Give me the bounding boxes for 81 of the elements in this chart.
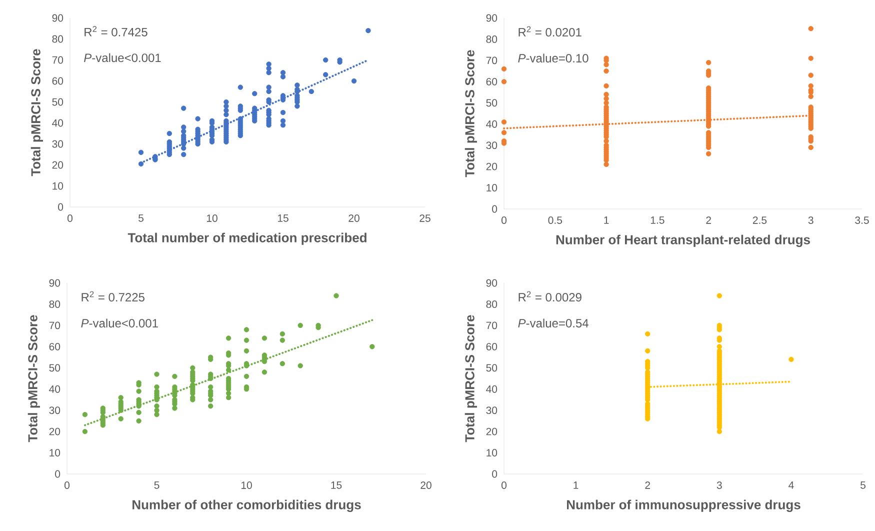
x-tick-label: 3.5 [855,216,869,224]
x-tick-label: 3 [716,482,722,489]
y-tick-label: 50 [486,364,498,372]
annotation: R$^{2}$ = 0.0029 [518,291,582,302]
y-tick-label: 90 [486,279,498,287]
y-tick-label: 0 [55,470,60,478]
y-tick-label: 60 [49,342,60,350]
x-tick-label: 2 [706,216,711,224]
y-tick-label: 80 [49,300,60,308]
x-tick-label: 0 [501,482,507,489]
y-tick-label: 60 [52,77,64,85]
y-tick-label: 0 [492,470,498,478]
x-axis-title: Number of immunosuppressive drugs [567,500,800,512]
y-tick-label: 60 [486,78,498,86]
y-tick-label: 20 [486,428,498,436]
x-tick-label: 3 [808,216,814,224]
annotation: P-value=0.10 [518,54,588,63]
y-tick-label: 80 [486,35,498,43]
y-tick-label: 10 [486,449,498,456]
x-tick-label: 2.5 [752,216,767,224]
y-tick-label: 10 [486,184,498,192]
x-tick-label: 0.5 [548,216,562,224]
y-tick-label: 30 [52,140,64,148]
y-tick-label: 50 [52,98,64,106]
annotation: R$^{2}$ = 0.7225 [82,291,144,302]
x-axis-title: Number of Heart transplant-related drugs [556,234,810,247]
x-tick-label: 1 [604,216,609,224]
y-tick-label: 60 [486,342,498,350]
x-tick-label: 2 [645,482,650,489]
y-tick-label: 20 [49,428,60,436]
annotation: R$^{2}$ = 0.0201 [518,26,582,37]
y-tick-label: 70 [486,322,498,330]
annotation: R$^{2}$ = 0.7425 [84,26,148,36]
x-tick-label: 0 [64,482,70,489]
y-axis-title: Total pMRCI-S Score [464,50,477,178]
y-tick-label: 20 [486,162,498,170]
y-tick-label: 30 [486,142,498,150]
y-tick-label: 40 [52,119,64,127]
x-tick-label: 5 [154,482,160,489]
x-tick-label: 15 [331,482,342,489]
x-tick-label: 5 [860,482,866,489]
y-tick-label: 70 [52,56,64,64]
x-tick-label: 20 [348,214,360,222]
y-tick-label: 40 [486,120,498,128]
y-tick-label: 70 [486,56,498,64]
y-tick-label: 10 [52,182,64,190]
x-tick-label: 1 [574,482,578,489]
y-axis-title: Total pMRCI-S Score [30,49,43,176]
y-tick-label: 40 [486,385,498,393]
y-tick-label: 20 [52,161,64,169]
x-tick-label: 0 [67,214,73,222]
x-tick-label: 20 [420,482,432,489]
y-tick-label: 70 [49,322,60,330]
x-tick-label: 1.5 [650,216,664,224]
y-tick-label: 0 [58,203,64,211]
y-tick-label: 50 [49,364,60,372]
x-tick-label: 0 [501,216,507,224]
x-tick-label: 25 [420,214,430,222]
y-tick-label: 10 [50,449,60,456]
y-tick-label: 80 [486,300,498,308]
x-tick-label: 10 [206,214,218,222]
y-tick-label: 50 [486,99,498,107]
x-tick-label: 4 [788,482,794,489]
x-tick-label: 5 [138,214,144,222]
x-axis-title: Number of other comorbidities drugs [132,500,361,512]
y-tick-label: 40 [49,385,60,393]
x-tick-label: 15 [278,214,288,222]
annotation: P-value=0.54 [518,318,588,328]
y-tick-label: 90 [486,14,498,22]
y-tick-label: 0 [492,205,498,213]
y-tick-label: 80 [52,35,64,43]
y-axis-title: Total pMRCI-S Score [464,315,477,442]
y-axis-title: Total pMRCI-S Score [28,315,40,442]
y-tick-label: 30 [486,406,498,414]
y-tick-label: 90 [52,14,64,22]
annotation: P-value<0.001 [81,318,158,328]
x-tick-label: 10 [241,482,252,489]
y-tick-label: 30 [49,406,60,414]
y-tick-label: 90 [49,279,60,287]
x-axis-title: Total number of medication prescribed [128,232,366,245]
annotation: P-value<0.001 [84,53,161,62]
